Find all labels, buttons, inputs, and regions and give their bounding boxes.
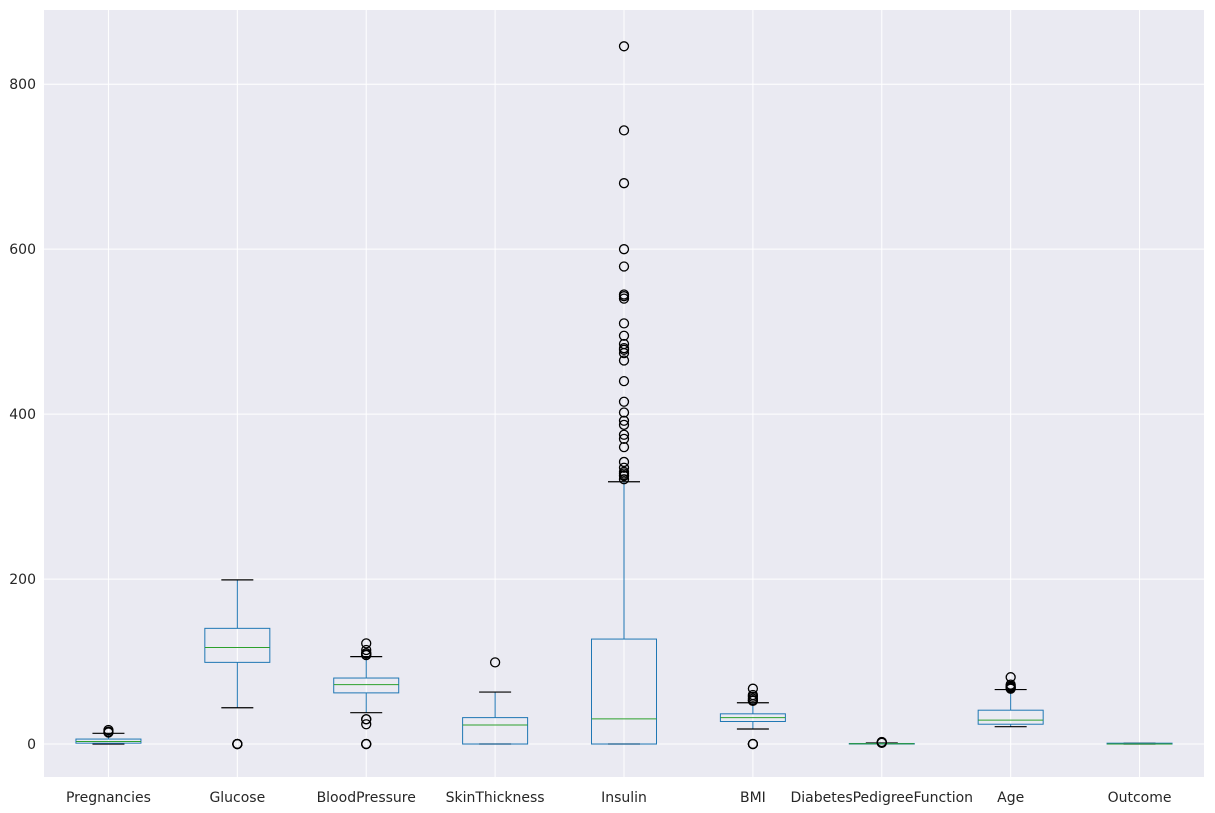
box-diabetespedigreefunction [848, 736, 915, 749]
box-insulin [591, 41, 657, 745]
outlier-point [618, 330, 630, 341]
outlier-point [618, 456, 630, 468]
outlier-point [361, 738, 372, 750]
box-bloodpressure [333, 638, 400, 750]
outlier-point [1005, 672, 1016, 683]
outlier-point [232, 738, 243, 750]
outlier-point [618, 178, 630, 189]
outlier-point [361, 719, 372, 730]
outlier-point [489, 657, 501, 668]
x-tick-label: BMI [740, 790, 766, 806]
outlier-point [361, 638, 372, 649]
boxes [75, 41, 1173, 750]
outlier-point [747, 683, 759, 694]
box-age [977, 672, 1044, 728]
y-tick-label: 800 [9, 77, 36, 93]
outlier-point [618, 466, 630, 477]
y-tick-label: 0 [27, 737, 36, 753]
iqr-box [462, 717, 529, 745]
y-tick-label: 600 [9, 242, 36, 258]
outlier-point [618, 441, 630, 453]
outlier-point [618, 244, 630, 255]
outlier-point [361, 644, 372, 656]
outlier-point [618, 342, 630, 354]
outlier-point [747, 738, 759, 750]
x-tick-label: Pregnancies [66, 790, 151, 806]
outlier-point [618, 338, 630, 350]
y-tick-label: 200 [9, 572, 36, 588]
outlier-point [361, 648, 372, 659]
x-tick-labels: Pregnancies Glucose BloodPressure SkinThick… [66, 790, 1172, 806]
x-tick-label: Outcome [1108, 790, 1172, 806]
outlier-point [618, 41, 630, 52]
box-glucose [204, 579, 271, 750]
box-pregnancies [75, 724, 142, 745]
box-skinthickness [462, 657, 529, 745]
outlier-point [618, 474, 630, 485]
box-bmi [719, 683, 786, 750]
outlier-point [747, 689, 759, 701]
x-tick-label: DiabetesPedigreeFunction [790, 790, 973, 806]
outlier-point [618, 125, 630, 136]
outlier-point [618, 433, 630, 445]
outlier-point [103, 724, 114, 736]
outlier-point [618, 396, 630, 407]
outlier-point [361, 714, 372, 725]
outlier-point [618, 415, 630, 426]
x-tick-label: Insulin [601, 790, 647, 806]
outlier-point [1005, 679, 1016, 690]
outlier-point [618, 318, 630, 329]
outlier-point [618, 419, 630, 430]
outlier-point [618, 261, 630, 272]
outlier-point [618, 355, 630, 366]
outlier-point [876, 736, 887, 748]
outlier-point [618, 429, 630, 440]
outlier-point [618, 407, 630, 418]
outlier-point [618, 462, 630, 473]
iqr-box [591, 638, 657, 745]
outlier-point [618, 375, 630, 387]
x-tick-label: SkinThickness [446, 790, 545, 806]
iqr-box [204, 627, 271, 663]
y-tick-labels: 0 200 400 600 800 [9, 77, 36, 753]
x-tick-label: Glucose [209, 790, 265, 806]
outlier-point [618, 289, 630, 300]
x-tick-label: Age [997, 790, 1024, 806]
iqr-box [333, 677, 400, 694]
y-tick-label: 400 [9, 407, 36, 423]
box-outcome [1106, 742, 1173, 745]
x-tick-label: BloodPressure [317, 790, 416, 806]
iqr-box [977, 709, 1044, 725]
